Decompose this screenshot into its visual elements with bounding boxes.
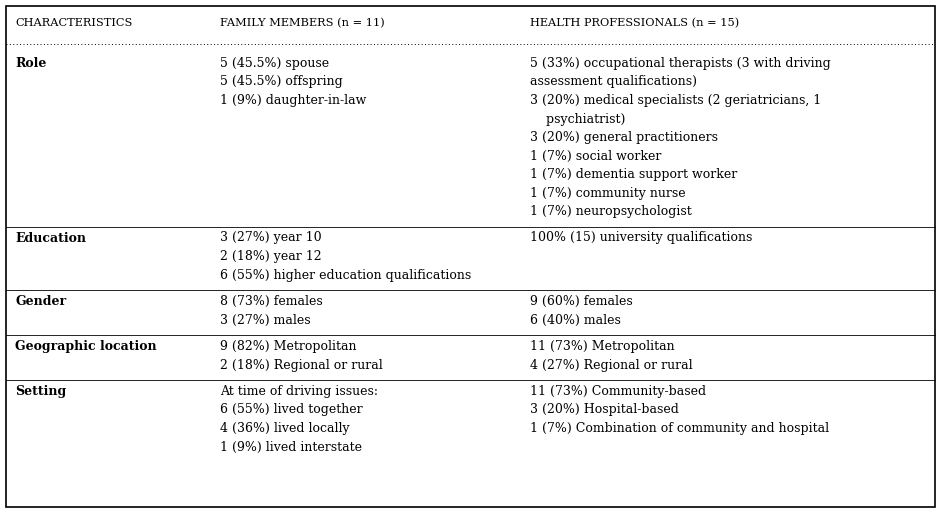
Text: 5 (45.5%) offspring: 5 (45.5%) offspring	[220, 75, 343, 89]
Text: assessment qualifications): assessment qualifications)	[530, 75, 696, 89]
Text: psychiatrist): psychiatrist)	[530, 112, 625, 126]
Text: CHARACTERISTICS: CHARACTERISTICS	[15, 18, 133, 28]
Text: Education: Education	[15, 231, 86, 245]
Text: 11 (73%) Community-based: 11 (73%) Community-based	[530, 385, 706, 398]
Text: Gender: Gender	[15, 295, 66, 308]
Text: 9 (82%) Metropolitan: 9 (82%) Metropolitan	[220, 340, 357, 353]
Text: 6 (55%) higher education qualifications: 6 (55%) higher education qualifications	[220, 268, 471, 282]
Text: 5 (45.5%) spouse: 5 (45.5%) spouse	[220, 57, 329, 70]
Text: Role: Role	[15, 57, 46, 70]
Text: 9 (60%) females: 9 (60%) females	[530, 295, 632, 308]
Text: 8 (73%) females: 8 (73%) females	[220, 295, 323, 308]
Text: 4 (27%) Regional or rural: 4 (27%) Regional or rural	[530, 359, 693, 371]
Text: At time of driving issues:: At time of driving issues:	[220, 385, 378, 398]
Text: 3 (20%) general practitioners: 3 (20%) general practitioners	[530, 131, 718, 144]
Text: 11 (73%) Metropolitan: 11 (73%) Metropolitan	[530, 340, 675, 353]
Text: 6 (55%) lived together: 6 (55%) lived together	[220, 404, 363, 417]
Text: 2 (18%) Regional or rural: 2 (18%) Regional or rural	[220, 359, 383, 371]
Text: 6 (40%) males: 6 (40%) males	[530, 313, 621, 326]
Text: 1 (7%) social worker: 1 (7%) social worker	[530, 149, 662, 163]
Text: 2 (18%) year 12: 2 (18%) year 12	[220, 250, 322, 263]
Text: 5 (33%) occupational therapists (3 with driving: 5 (33%) occupational therapists (3 with …	[530, 57, 831, 70]
Text: 3 (27%) year 10: 3 (27%) year 10	[220, 231, 322, 245]
Text: FAMILY MEMBERS (n = 11): FAMILY MEMBERS (n = 11)	[220, 18, 385, 28]
Text: Setting: Setting	[15, 385, 66, 398]
Text: 4 (36%) lived locally: 4 (36%) lived locally	[220, 422, 350, 435]
Text: 1 (9%) daughter-in-law: 1 (9%) daughter-in-law	[220, 94, 367, 107]
Text: 3 (20%) medical specialists (2 geriatricians, 1: 3 (20%) medical specialists (2 geriatric…	[530, 94, 821, 107]
Text: 3 (20%) Hospital-based: 3 (20%) Hospital-based	[530, 404, 678, 417]
Text: 100% (15) university qualifications: 100% (15) university qualifications	[530, 231, 752, 245]
Text: 1 (7%) community nurse: 1 (7%) community nurse	[530, 187, 685, 200]
Text: Geographic location: Geographic location	[15, 340, 157, 353]
Text: 1 (7%) dementia support worker: 1 (7%) dementia support worker	[530, 168, 737, 181]
Text: 1 (7%) Combination of community and hospital: 1 (7%) Combination of community and hosp…	[530, 422, 829, 435]
Text: 3 (27%) males: 3 (27%) males	[220, 313, 311, 326]
Text: 1 (7%) neuropsychologist: 1 (7%) neuropsychologist	[530, 205, 692, 218]
Text: HEALTH PROFESSIONALS (n = 15): HEALTH PROFESSIONALS (n = 15)	[530, 18, 739, 28]
Text: 1 (9%) lived interstate: 1 (9%) lived interstate	[220, 441, 362, 453]
